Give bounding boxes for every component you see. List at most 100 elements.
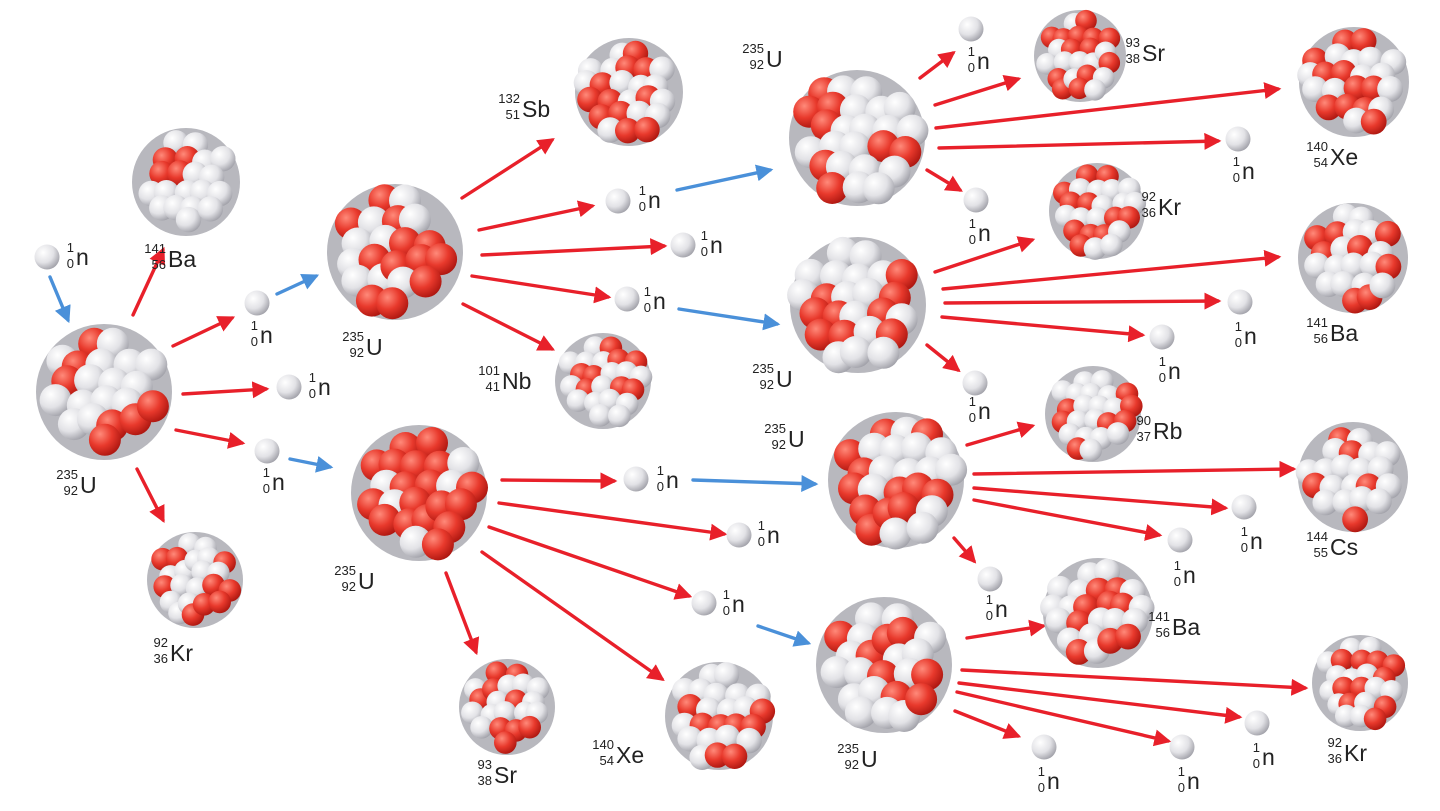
nucleus-sb (573, 38, 683, 146)
fission-product-arrow (477, 200, 596, 232)
fission-product-arrow (470, 274, 612, 304)
neutron-path-arrow (691, 475, 819, 493)
fission-product-arrow (131, 246, 166, 317)
mass-number: 93 (1126, 35, 1140, 50)
proton-ball (1115, 623, 1141, 650)
element-symbol: n (1262, 744, 1275, 770)
element-symbol: Sr (1142, 40, 1165, 66)
neutron-label: 10 n (1235, 319, 1257, 350)
neutron-ball (879, 517, 912, 550)
element-symbol: n (76, 244, 89, 270)
neutron-ball (210, 146, 236, 172)
element-symbol: n (977, 48, 990, 74)
element-symbol: Ba (168, 246, 196, 272)
neutron-ball (1377, 76, 1403, 102)
proton-ball (421, 528, 454, 561)
neutron-ball (1366, 488, 1392, 515)
proton-ball (1068, 77, 1091, 100)
nucleus-xe (665, 662, 776, 770)
atomic-number: 38 (478, 773, 492, 788)
free-neutron (623, 466, 649, 492)
proton-ball (911, 658, 944, 691)
mass-number: 132 (498, 91, 520, 106)
mass-number: 1 (644, 284, 651, 299)
fission-product-arrow (972, 498, 1163, 541)
element-symbol: n (995, 596, 1008, 622)
fission-product-arrow (925, 168, 963, 192)
fission-product-arrow (965, 421, 1036, 447)
atomic-number: 0 (639, 199, 646, 214)
atomic-number: 0 (701, 244, 708, 259)
fission-product-arrow (955, 690, 1172, 747)
fission-product-arrow (918, 50, 956, 80)
element-symbol: n (732, 591, 745, 617)
neutron-ball (175, 206, 202, 233)
proton-ball (368, 503, 401, 536)
atomic-number: 0 (251, 334, 258, 349)
neutron-label: 10 n (67, 240, 89, 271)
neutron-ball (39, 384, 72, 417)
free-neutron (977, 566, 1003, 592)
free-neutron (254, 438, 280, 464)
neutron-ball (677, 726, 703, 752)
neutron-label: 10 n (1241, 524, 1263, 555)
free-neutron (244, 290, 270, 316)
element-symbol: Kr (1344, 740, 1367, 766)
mass-number: 235 (342, 329, 364, 344)
element-symbol: n (978, 398, 991, 424)
fission-product-arrow (171, 316, 236, 348)
free-neutron (962, 370, 988, 396)
proton-ball (208, 590, 231, 614)
mass-number: 92 (1142, 189, 1156, 204)
proton-ball (816, 172, 849, 204)
element-symbol: Cs (1330, 534, 1358, 560)
mass-number: 92 (154, 635, 168, 650)
mass-number: 1 (969, 394, 976, 409)
element-symbol: n (666, 467, 679, 493)
mass-number: 140 (592, 737, 614, 752)
mass-number: 144 (1306, 529, 1328, 544)
element-symbol: Nb (502, 368, 531, 394)
atomic-number: 56 (1156, 625, 1170, 640)
neutron-label: 10 n (639, 183, 661, 214)
mass-number: 1 (969, 216, 976, 231)
element-symbol: Kr (1158, 194, 1181, 220)
free-neutron (1225, 126, 1251, 152)
free-neutron (276, 374, 302, 400)
element-symbol: Xe (1330, 144, 1358, 170)
element-symbol: Sr (494, 762, 517, 788)
nucleus-ba (132, 128, 240, 236)
nucleus-cs (1295, 422, 1408, 533)
fission-product-arrow (444, 571, 480, 656)
mass-number: 90 (1137, 413, 1151, 428)
atomic-number: 36 (1142, 205, 1156, 220)
atomic-number: 0 (67, 256, 74, 271)
mass-number: 1 (67, 240, 74, 255)
neutron-ball (844, 696, 877, 729)
neutron-ball (1106, 422, 1130, 445)
element-symbol: n (1250, 528, 1263, 554)
atomic-number: 0 (263, 481, 270, 496)
atomic-number: 92 (750, 57, 764, 72)
free-neutron (1031, 734, 1057, 760)
neutron-ball (867, 336, 900, 369)
mass-number: 1 (263, 465, 270, 480)
proton-ball (1342, 506, 1368, 533)
free-neutron (1244, 710, 1270, 736)
fission-product-arrow (943, 292, 1222, 310)
atomic-number: 38 (1126, 51, 1140, 66)
element-symbol: U (788, 426, 805, 452)
atomic-number: 0 (1178, 780, 1185, 795)
element-symbol: n (648, 187, 661, 213)
mass-number: 1 (657, 463, 664, 478)
neutron-path-arrow (288, 455, 334, 473)
proton-ball (88, 423, 121, 456)
